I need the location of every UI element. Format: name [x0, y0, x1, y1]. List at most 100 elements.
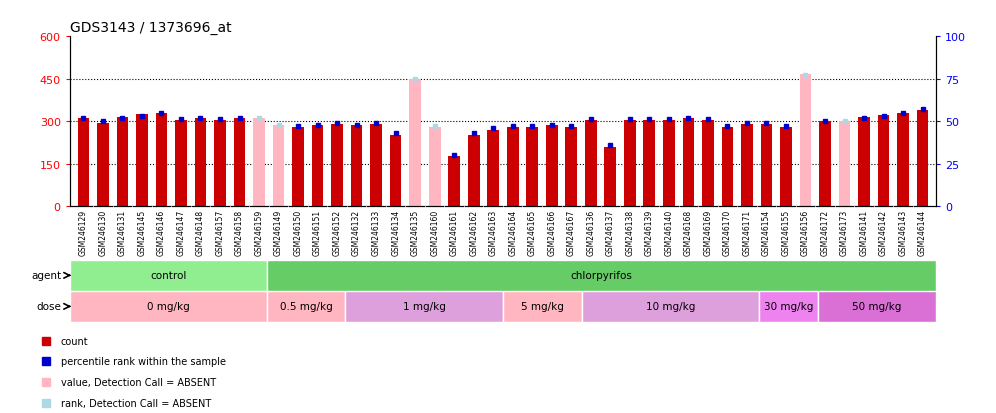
Bar: [663, 121, 674, 206]
Text: GSM246173: GSM246173: [840, 209, 849, 255]
Text: GSM246132: GSM246132: [353, 209, 362, 255]
Text: 0 mg/kg: 0 mg/kg: [146, 301, 189, 312]
Text: control: control: [150, 271, 186, 281]
Bar: [155, 113, 167, 206]
Text: GSM246129: GSM246129: [79, 209, 88, 255]
Bar: [702, 121, 714, 206]
Text: GSM246160: GSM246160: [430, 209, 439, 255]
Text: GSM246167: GSM246167: [567, 209, 576, 255]
Bar: [643, 121, 655, 206]
Bar: [97, 124, 109, 206]
Text: GSM246144: GSM246144: [918, 209, 927, 255]
Text: GSM246168: GSM246168: [684, 209, 693, 255]
Bar: [800, 75, 812, 206]
Bar: [267, 260, 936, 291]
Bar: [136, 115, 147, 206]
Bar: [761, 125, 772, 206]
Text: GSM246130: GSM246130: [99, 209, 108, 255]
Bar: [546, 126, 558, 206]
Text: rank, Detection Call = ABSENT: rank, Detection Call = ABSENT: [61, 398, 211, 408]
Bar: [175, 121, 187, 206]
Text: GSM246137: GSM246137: [606, 209, 615, 255]
Bar: [916, 111, 928, 206]
Bar: [682, 119, 694, 206]
Text: GSM246159: GSM246159: [255, 209, 264, 255]
Text: GSM246158: GSM246158: [235, 209, 244, 255]
Text: GSM246169: GSM246169: [703, 209, 712, 255]
Bar: [839, 122, 851, 206]
Text: GSM246171: GSM246171: [742, 209, 751, 255]
Bar: [780, 128, 792, 206]
Bar: [234, 119, 245, 206]
Text: GSM246140: GSM246140: [664, 209, 673, 255]
Text: GSM246163: GSM246163: [489, 209, 498, 255]
Text: GSM246142: GSM246142: [879, 209, 888, 255]
Text: GSM246149: GSM246149: [274, 209, 283, 255]
Text: 5 mg/kg: 5 mg/kg: [521, 301, 564, 312]
Text: GSM246166: GSM246166: [547, 209, 557, 255]
Text: dose: dose: [36, 301, 61, 312]
Text: count: count: [61, 336, 89, 346]
Text: chlorpyrifos: chlorpyrifos: [571, 271, 632, 281]
Text: GSM246136: GSM246136: [587, 209, 596, 255]
Bar: [117, 118, 128, 206]
Text: 50 mg/kg: 50 mg/kg: [853, 301, 901, 312]
Bar: [70, 260, 267, 291]
Bar: [721, 128, 733, 206]
Text: GSM246165: GSM246165: [528, 209, 537, 255]
Text: GDS3143 / 1373696_at: GDS3143 / 1373696_at: [70, 21, 231, 35]
Text: GSM246138: GSM246138: [625, 209, 634, 255]
Bar: [566, 128, 577, 206]
Bar: [859, 118, 870, 206]
Text: 10 mg/kg: 10 mg/kg: [645, 301, 695, 312]
Text: GSM246172: GSM246172: [821, 209, 830, 255]
Text: GSM246143: GSM246143: [898, 209, 907, 255]
Text: GSM246146: GSM246146: [157, 209, 166, 255]
Text: GSM246147: GSM246147: [176, 209, 185, 255]
Bar: [346, 291, 503, 322]
Bar: [819, 122, 831, 206]
Text: 1 mg/kg: 1 mg/kg: [402, 301, 445, 312]
Bar: [527, 128, 538, 206]
Bar: [741, 125, 753, 206]
Text: GSM246145: GSM246145: [137, 209, 146, 255]
Text: GSM246164: GSM246164: [508, 209, 517, 255]
Text: percentile rank within the sample: percentile rank within the sample: [61, 356, 226, 366]
Bar: [818, 291, 936, 322]
Bar: [70, 291, 267, 322]
Bar: [267, 291, 346, 322]
Bar: [468, 136, 479, 206]
Text: GSM246157: GSM246157: [215, 209, 224, 255]
Text: GSM246170: GSM246170: [723, 209, 732, 255]
Bar: [429, 128, 440, 206]
Text: agent: agent: [31, 271, 61, 281]
Bar: [312, 126, 324, 206]
Bar: [253, 119, 265, 206]
Text: GSM246150: GSM246150: [294, 209, 303, 255]
Bar: [503, 291, 582, 322]
Text: GSM246135: GSM246135: [410, 209, 419, 255]
Text: GSM246141: GSM246141: [860, 209, 869, 255]
Bar: [448, 157, 460, 206]
Text: 0.5 mg/kg: 0.5 mg/kg: [280, 301, 333, 312]
Text: GSM246134: GSM246134: [391, 209, 400, 255]
Bar: [292, 128, 304, 206]
Bar: [332, 125, 343, 206]
Bar: [759, 291, 818, 322]
Text: GSM246162: GSM246162: [469, 209, 478, 255]
Bar: [585, 121, 597, 206]
Bar: [623, 121, 635, 206]
Text: GSM246156: GSM246156: [801, 209, 810, 255]
Text: GSM246155: GSM246155: [782, 209, 791, 255]
Text: GSM246152: GSM246152: [333, 209, 342, 255]
Text: GSM246151: GSM246151: [313, 209, 322, 255]
Bar: [877, 116, 889, 206]
Bar: [214, 121, 226, 206]
Bar: [389, 136, 401, 206]
Bar: [371, 125, 382, 206]
Text: GSM246133: GSM246133: [372, 209, 380, 255]
Bar: [273, 126, 285, 206]
Bar: [194, 119, 206, 206]
Bar: [78, 119, 90, 206]
Text: GSM246148: GSM246148: [196, 209, 205, 255]
